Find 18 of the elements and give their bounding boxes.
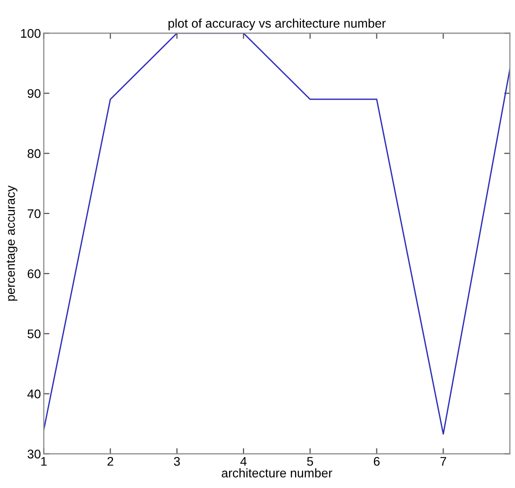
y-tick-label: 50 [28, 329, 41, 338]
y-axis-title: percentage accuracy [6, 186, 18, 301]
y-tick-label: 60 [28, 269, 41, 278]
x-tick-label: 7 [440, 457, 446, 466]
x-tick-label: 2 [108, 456, 114, 466]
y-tick-label: 100 [21, 28, 41, 38]
y-tick-label: 70 [28, 209, 41, 218]
x-axis-title: architecture number [222, 468, 332, 478]
x-tick-label: 4 [240, 457, 247, 466]
y-tick-label: 40 [27, 390, 41, 398]
y-tick-label: 90 [28, 89, 41, 98]
chart-title: plot of accuracy vs architecture number [168, 18, 386, 30]
x-tick-label: 5 [307, 457, 314, 466]
x-tick-label: 3 [174, 456, 180, 466]
y-tick-label: 30 [28, 450, 41, 458]
x-tick-label: 6 [374, 456, 380, 466]
x-tick-label: 1 [41, 457, 47, 466]
y-tick-label: 80 [28, 149, 41, 158]
